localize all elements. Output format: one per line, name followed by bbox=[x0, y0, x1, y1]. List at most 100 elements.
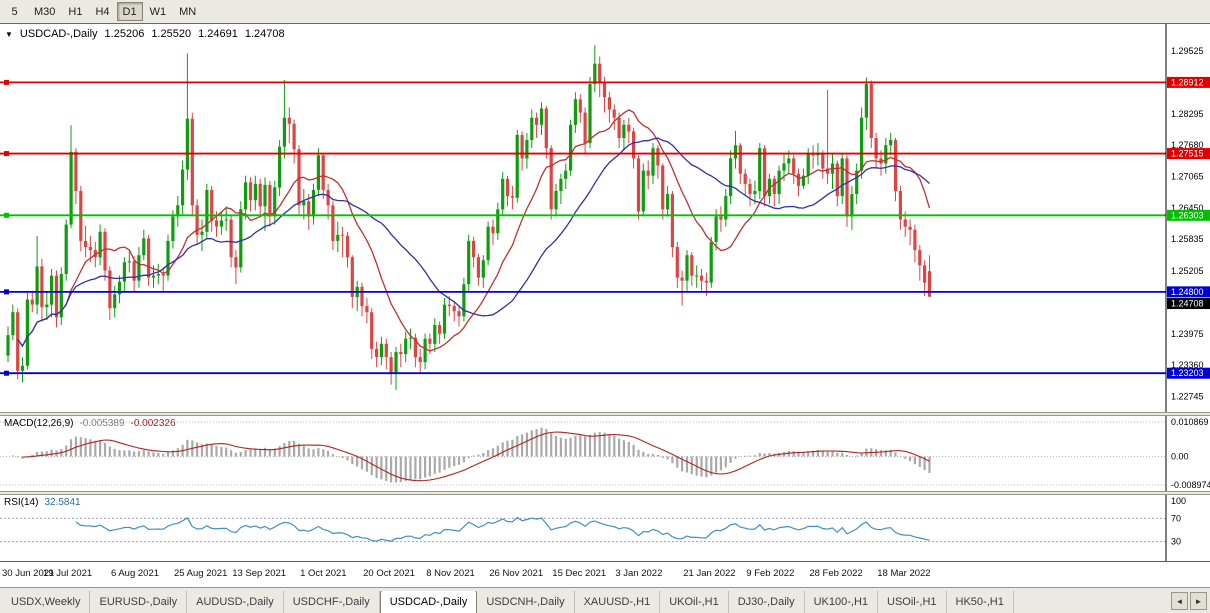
timeframe-button-m30[interactable]: M30 bbox=[34, 5, 56, 18]
chart-dropdown-icon[interactable]: ▼ bbox=[5, 29, 13, 39]
svg-text:1.24800: 1.24800 bbox=[1171, 287, 1204, 297]
date-label: 18 Mar 2022 bbox=[877, 568, 931, 579]
svg-text:-0.008974: -0.008974 bbox=[1171, 480, 1210, 490]
chart-tab-usdcnh-daily[interactable]: USDCNH-,Daily bbox=[477, 591, 575, 613]
svg-text:1.28295: 1.28295 bbox=[1171, 109, 1204, 119]
svg-text:100: 100 bbox=[1171, 496, 1186, 506]
timeframe-button-h4[interactable]: H4 bbox=[95, 5, 110, 18]
date-label: 25 Aug 2021 bbox=[174, 568, 228, 579]
chart-tab-hk50-h1[interactable]: HK50-,H1 bbox=[947, 591, 1014, 613]
chart-tab-usdx-weekly[interactable]: USDX,Weekly bbox=[2, 591, 91, 613]
macd-value-signal: -0.002326 bbox=[130, 418, 176, 429]
hline-handle[interactable] bbox=[4, 370, 9, 376]
candlestick-series bbox=[6, 45, 932, 390]
svg-text:1.28912: 1.28912 bbox=[1171, 77, 1204, 87]
price-tag bbox=[1167, 367, 1210, 379]
ohlc-high: 1.25520 bbox=[151, 28, 192, 40]
date-label: 6 Aug 2021 bbox=[110, 568, 160, 579]
rsi-canvas[interactable]: 100 70 30 bbox=[0, 495, 1210, 561]
date-label: 26 Nov 2021 bbox=[489, 568, 544, 579]
panel-splitter[interactable] bbox=[0, 491, 1210, 495]
rsi-label: RSI(14) 32.5841 bbox=[4, 497, 81, 508]
timeframe-button-w1[interactable]: W1 bbox=[149, 5, 167, 18]
svg-text:1.23203: 1.23203 bbox=[1171, 368, 1204, 378]
macd-label: MACD(12,26,9) -0.005389 -0.002326 bbox=[4, 418, 176, 429]
svg-text:0.010869: 0.010869 bbox=[1171, 417, 1209, 427]
timeframe-button-h1[interactable]: H1 bbox=[68, 5, 83, 18]
date-label: 3 Jan 2022 bbox=[615, 568, 663, 579]
svg-text:30: 30 bbox=[1171, 537, 1181, 547]
hline-handle[interactable] bbox=[4, 289, 9, 295]
svg-text:1.24708: 1.24708 bbox=[1171, 299, 1204, 309]
price-tag bbox=[1167, 286, 1210, 298]
timeframe-button-mn[interactable]: MN bbox=[179, 5, 197, 18]
ma-fast-line bbox=[17, 109, 931, 352]
svg-text:1.23975: 1.23975 bbox=[1171, 329, 1204, 339]
hline-handle[interactable] bbox=[4, 79, 9, 85]
date-axis[interactable]: 30 Jun 2021 19 Jul 2021 6 Aug 2021 25 Aug 2… bbox=[0, 561, 1210, 587]
rsi-line bbox=[75, 516, 930, 542]
date-label: 19 Jul 2021 bbox=[43, 568, 93, 579]
date-label: 15 Dec 2021 bbox=[552, 568, 607, 579]
ohlc-open: 1.25206 bbox=[104, 28, 145, 40]
macd-canvas[interactable]: 0.010869 0.00 -0.008974 bbox=[0, 416, 1210, 491]
tab-scroll-right-icon[interactable]: ► bbox=[1190, 592, 1207, 610]
svg-text:1.26303: 1.26303 bbox=[1171, 210, 1204, 220]
current-price-tag bbox=[1167, 298, 1210, 310]
date-label: 30 Jun 2021 bbox=[2, 568, 55, 579]
price-tag bbox=[1167, 76, 1210, 88]
timeframe-button-d1[interactable]: D1 bbox=[116, 2, 143, 21]
chart-tab-usoil-h1[interactable]: USOil-,H1 bbox=[878, 591, 947, 613]
macd-histogram bbox=[11, 427, 931, 483]
tab-scroll-left-icon[interactable]: ◄ bbox=[1171, 592, 1188, 610]
timeframe-toolbar: 5 M30 H1 H4 D1 W1 MN bbox=[0, 0, 1210, 24]
ohlc-close: 1.24708 bbox=[244, 28, 285, 40]
tab-scroll-buttons: ◄ ► bbox=[1171, 592, 1207, 610]
svg-text:1.27680: 1.27680 bbox=[1171, 140, 1204, 150]
svg-text:70: 70 bbox=[1171, 513, 1181, 523]
main-chart-panel[interactable]: ▼ USDCAD-,Daily 1.25206 1.25520 1.24691 … bbox=[0, 24, 1210, 412]
svg-text:1.25205: 1.25205 bbox=[1171, 266, 1204, 276]
date-label: 13 Sep 2021 bbox=[232, 568, 287, 579]
macd-name: MACD(12,26,9) bbox=[4, 418, 74, 429]
chart-tabs: USDX,Weekly EURUSD-,Daily AUDUSD-,Daily USD… bbox=[2, 591, 1014, 613]
chart-tab-xauusd-h1[interactable]: XAUUSD-,H1 bbox=[575, 591, 661, 613]
date-label: 28 Feb 2022 bbox=[809, 568, 863, 579]
rsi-panel[interactable]: RSI(14) 32.5841 100 70 30 bbox=[0, 495, 1210, 561]
chart-tab-eurusd-daily[interactable]: EURUSD-,Daily bbox=[90, 591, 188, 613]
svg-text:1.25835: 1.25835 bbox=[1171, 234, 1204, 244]
price-tag bbox=[1167, 148, 1210, 160]
symbol-tabbar: USDX,Weekly EURUSD-,Daily AUDUSD-,Daily USD… bbox=[0, 587, 1210, 613]
ohlc-low: 1.24691 bbox=[198, 28, 238, 40]
macd-panel[interactable]: MACD(12,26,9) -0.005389 -0.002326 0.0108… bbox=[0, 416, 1210, 491]
svg-text:1.23360: 1.23360 bbox=[1171, 360, 1204, 370]
svg-text:1.26450: 1.26450 bbox=[1171, 203, 1204, 213]
chart-tab-usdcad-daily[interactable]: USDCAD-,Daily bbox=[379, 591, 478, 613]
timeframe-button-5[interactable]: 5 bbox=[11, 5, 18, 18]
chart-window: ▼ USDCAD-,Daily 1.25206 1.25520 1.24691 … bbox=[0, 24, 1210, 587]
price-axis[interactable]: 1.29525 1.28295 1.27680 1.27065 1.26450 1.258… bbox=[1167, 46, 1210, 402]
date-label: 8 Nov 2021 bbox=[426, 568, 475, 579]
date-label: 20 Oct 2021 bbox=[363, 568, 415, 579]
ma-slow-line bbox=[17, 137, 930, 348]
chart-title: ▼ USDCAD-,Daily 1.25206 1.25520 1.24691 … bbox=[5, 28, 285, 40]
main-chart-canvas[interactable]: 1.29525 1.28295 1.27680 1.27065 1.26450 1.258… bbox=[0, 24, 1210, 412]
date-label: 9 Feb 2022 bbox=[746, 568, 795, 579]
hline-handle[interactable] bbox=[4, 212, 9, 218]
date-label: 1 Oct 2021 bbox=[300, 568, 347, 579]
svg-text:1.22745: 1.22745 bbox=[1171, 392, 1204, 402]
svg-text:1.29525: 1.29525 bbox=[1171, 46, 1204, 56]
rsi-value: 32.5841 bbox=[44, 497, 81, 508]
macd-signal-line bbox=[22, 431, 930, 482]
panel-splitter[interactable] bbox=[0, 412, 1210, 416]
macd-value-main: -0.005389 bbox=[79, 418, 125, 429]
hline-handle[interactable] bbox=[4, 151, 9, 157]
chart-tab-audusd-daily[interactable]: AUDUSD-,Daily bbox=[187, 591, 284, 613]
chart-tab-uk100-h1[interactable]: UK100-,H1 bbox=[805, 591, 879, 613]
rsi-name: RSI(14) bbox=[4, 497, 39, 508]
chart-tab-usdchf-daily[interactable]: USDCHF-,Daily bbox=[284, 591, 380, 613]
chart-tab-dj30-daily[interactable]: DJ30-,Daily bbox=[729, 591, 805, 613]
chart-tab-ukoil-h1[interactable]: UKOil-,H1 bbox=[660, 591, 729, 613]
svg-text:0.00: 0.00 bbox=[1171, 452, 1189, 462]
